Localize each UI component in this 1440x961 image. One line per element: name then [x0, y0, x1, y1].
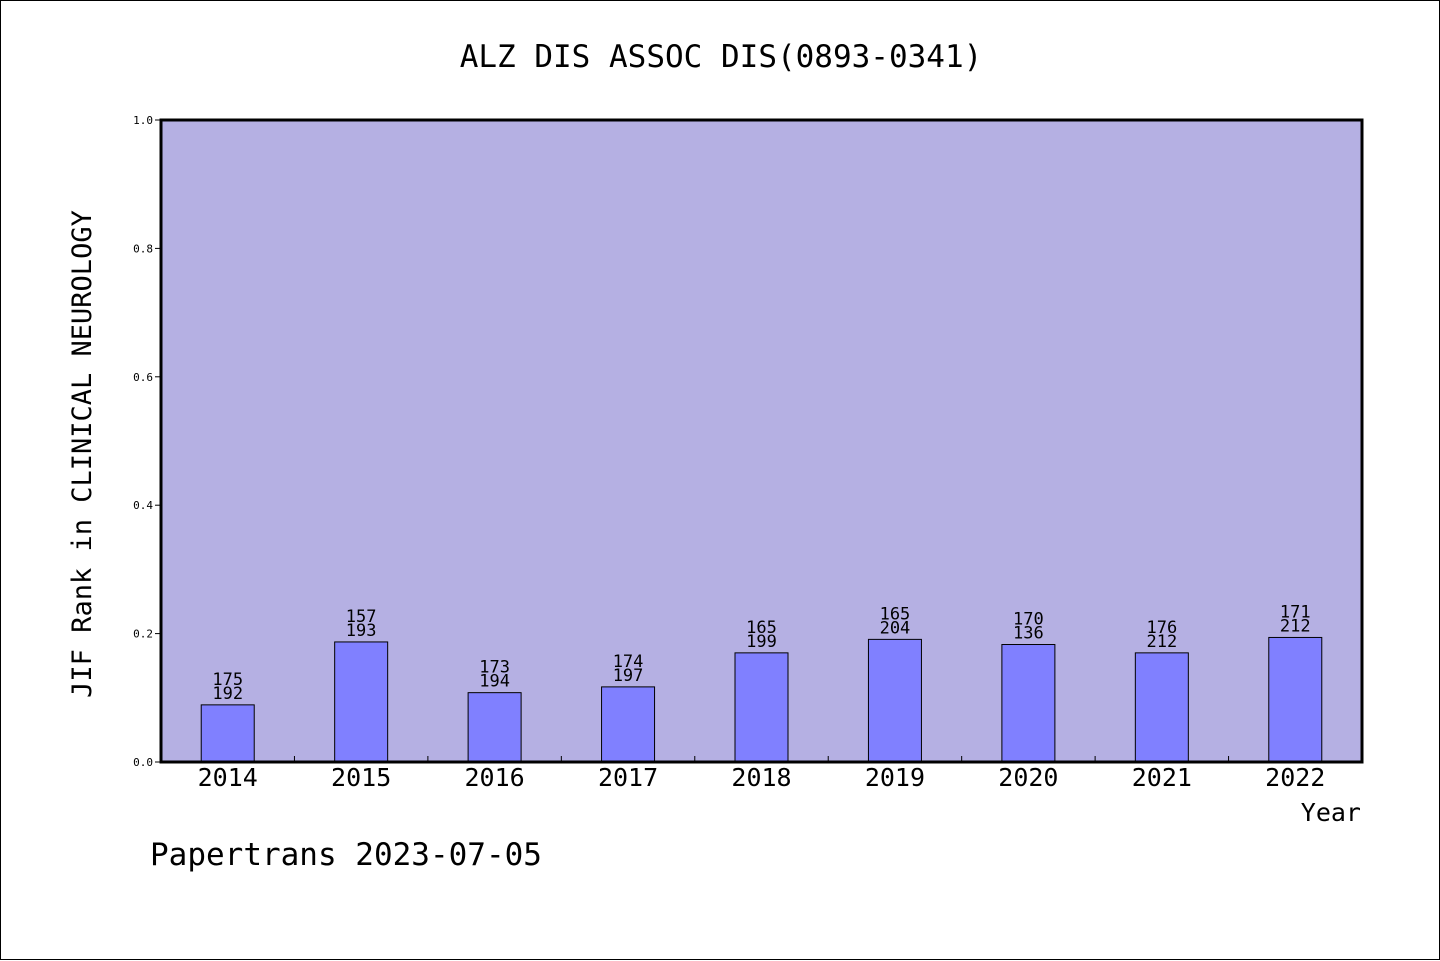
bar-total-label: 197: [613, 666, 644, 686]
bar-2015: [334, 641, 389, 763]
chart-title: ALZ DIS ASSOC DIS(0893-0341): [460, 39, 983, 75]
plot-border: [159, 118, 1364, 764]
bar-2022: [1268, 636, 1323, 763]
bar-2020: [1001, 644, 1056, 763]
bar-total-label: 193: [346, 621, 377, 641]
y-tick-label: 0.2: [133, 628, 153, 641]
bar-rank-label: 170: [1013, 610, 1044, 630]
y-tick-label: 0.8: [133, 242, 153, 255]
y-tick-label: 1.0: [133, 114, 153, 127]
bar-rank-label: 165: [746, 618, 777, 638]
x-tick-label: 2017: [598, 763, 658, 792]
bar-2018: [734, 652, 789, 763]
bar-rank-label: 175: [212, 670, 243, 690]
bar-total-label: 136: [1013, 624, 1044, 644]
y-tick-label: 0.6: [133, 371, 153, 384]
x-tick-label: 2020: [998, 763, 1058, 792]
bar-rank-label: 174: [613, 652, 644, 672]
bar-total-label: 194: [479, 672, 510, 692]
y-axis-ticks: 0.0 0.2 0.4 0.6 0.8 1.0: [133, 114, 161, 769]
bar-2021: [1134, 652, 1189, 763]
x-axis-label: Year: [1301, 798, 1361, 827]
bar-2014: [200, 704, 255, 763]
bar-total-label: 199: [746, 632, 777, 652]
y-tick-label: 0.0: [133, 756, 153, 769]
bar-rank-label: 176: [1146, 618, 1177, 638]
x-tick-label: 2018: [731, 763, 791, 792]
bar-total-label: 212: [1280, 616, 1311, 636]
bar-total-label: 204: [880, 618, 911, 638]
bar-rank-label: 173: [479, 658, 510, 678]
x-tick-label: 2014: [198, 763, 258, 792]
bar-rank-label: 157: [346, 607, 377, 627]
y-axis-label: JIF Rank in CLINICAL NEUROLOGY: [67, 210, 98, 698]
x-tick-label: 2021: [1132, 763, 1192, 792]
x-tick-label: 2019: [865, 763, 925, 792]
bars: [200, 636, 1323, 763]
x-tick-label: 2015: [331, 763, 391, 792]
bar-rank-label: 165: [880, 604, 911, 624]
bar-2019: [867, 638, 922, 763]
bar-rank-label: 171: [1280, 602, 1311, 622]
x-tick-label: 2016: [465, 763, 525, 792]
bar-2016: [467, 692, 522, 763]
bar-total-label: 212: [1146, 632, 1177, 652]
y-tick-label: 0.4: [133, 499, 153, 512]
footer-credit: Papertrans 2023-07-05: [150, 837, 542, 873]
bar-total-label: 192: [212, 684, 243, 704]
bar-2017: [601, 686, 656, 763]
x-tick-label: 2022: [1265, 763, 1325, 792]
x-axis-ticks: 2014 2015 2016 2017 2018 2019 2020 2021 2022: [198, 756, 1325, 792]
